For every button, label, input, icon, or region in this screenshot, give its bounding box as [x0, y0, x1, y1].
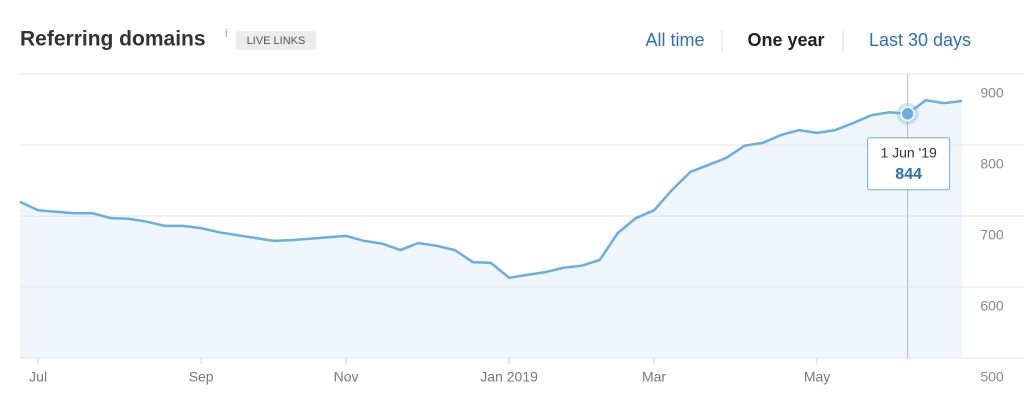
x-tick-label: Mar: [642, 369, 666, 385]
x-tick-label: Jul: [29, 369, 47, 385]
x-tick-label: Jan 2019: [480, 369, 538, 385]
badge-bg: [236, 31, 316, 50]
tab[interactable]: One year: [747, 30, 824, 50]
tab[interactable]: Last 30 days: [869, 30, 971, 50]
info-icon[interactable]: i: [225, 28, 227, 40]
y-tick-label: 500: [980, 369, 1004, 385]
x-tick-label: Nov: [334, 369, 359, 385]
tab[interactable]: All time: [645, 30, 704, 50]
x-tick-label: May: [804, 369, 830, 385]
tooltip-box: [867, 137, 951, 191]
focus-point: [900, 106, 915, 122]
tooltip-date: 1 Jun '19: [880, 144, 937, 160]
tooltip-value: 844: [895, 166, 922, 183]
x-tick-label: Sep: [189, 369, 214, 385]
y-tick-label: 900: [980, 85, 1004, 101]
title: Referring domains: [20, 28, 206, 51]
y-tick-label: 700: [980, 227, 1004, 243]
line: [19, 98, 963, 280]
y-tick-label: 600: [980, 298, 1004, 314]
badge: LIVE LINKS: [247, 35, 306, 47]
y-tick-label: 800: [980, 156, 1004, 172]
area: [20, 100, 962, 359]
